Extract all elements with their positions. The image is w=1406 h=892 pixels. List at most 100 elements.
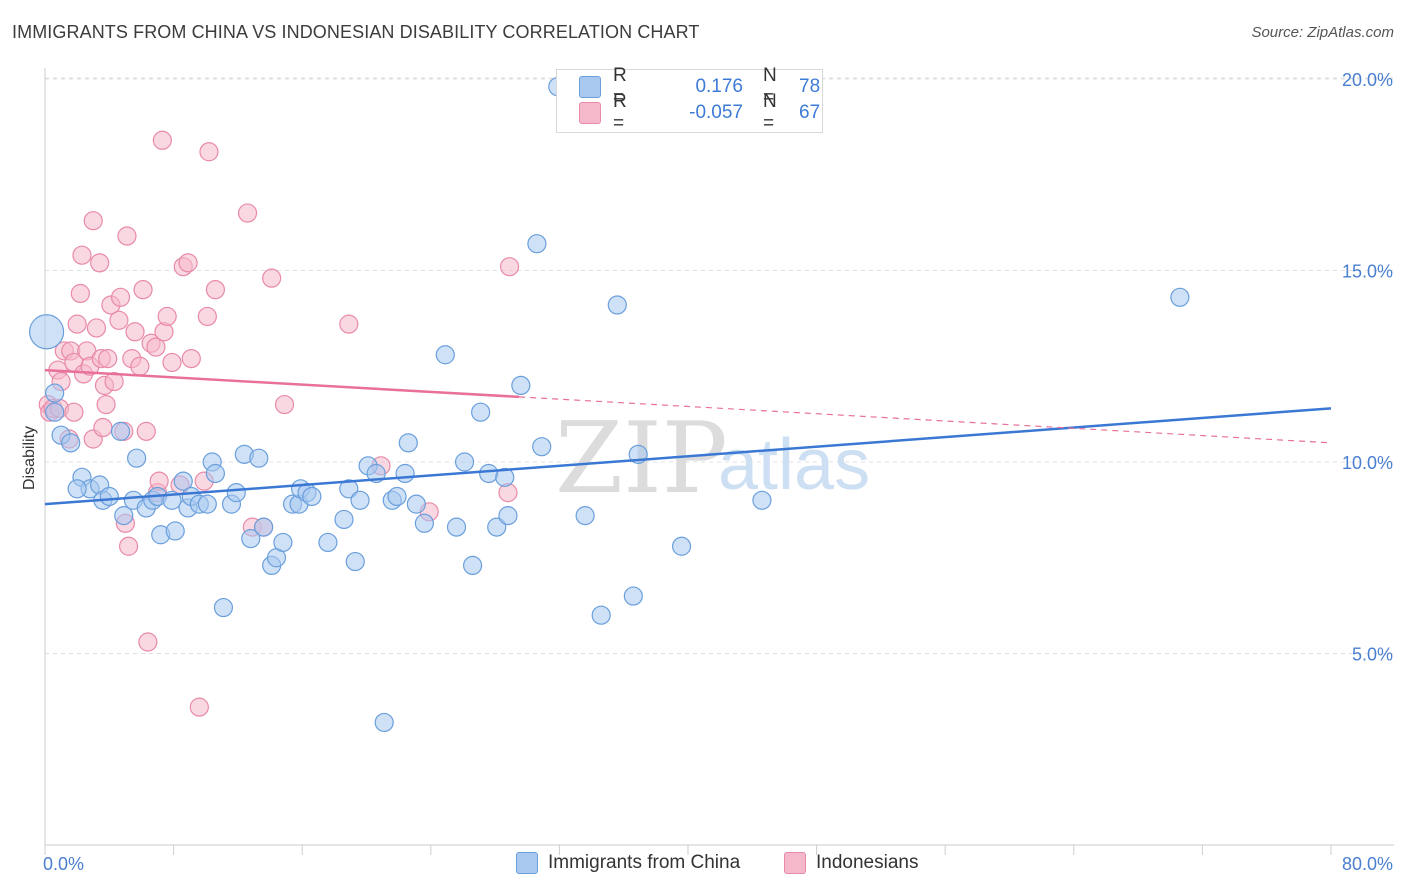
indonesians-point [67,314,87,334]
indonesians-point [110,287,131,307]
legend-r-label: R = [613,91,627,134]
legend-item-indonesians[interactable]: Indonesians [784,852,918,874]
china-point [752,490,772,510]
y-tick-label: 10.0% [1342,453,1393,473]
indonesians-point [237,203,258,223]
indonesians-point [205,280,225,300]
china-point [45,383,65,403]
y-tick-label: 5.0% [1352,645,1393,665]
indonesians-point [181,348,201,369]
china-point [302,486,322,507]
china-point [318,532,338,553]
indonesians-point [262,268,282,288]
indonesians-point [339,314,359,334]
china-points [29,77,1190,733]
china-point [213,597,234,618]
indonesians-point [93,417,113,438]
china-point [527,234,547,254]
chart-source: Source: ZipAtlas.com [1251,24,1394,41]
legend-n-value: 78 [799,76,821,97]
china-point [273,532,293,553]
indonesians-point [189,697,209,717]
china-point [607,295,627,315]
china-point [414,513,434,533]
legend-n-label: N = [763,65,777,108]
china-point [623,586,643,606]
china-point [591,605,611,625]
watermark: ZIP atlas [555,402,870,516]
china-point [67,479,87,499]
china-trend-line [44,407,1332,506]
china-point [334,509,354,530]
indonesians-point [98,348,118,369]
china-point [61,433,81,453]
legend-n-value: 67 [799,102,821,123]
legend-swatch-pink [784,852,806,874]
watermark-atlas: atlas [718,425,870,505]
china-point [454,452,475,472]
china-point [471,402,491,422]
china-point [197,494,217,514]
indonesians-point [86,318,107,338]
indonesians-point [152,130,172,150]
china-point [29,314,65,350]
indonesians-point [83,211,103,231]
trend-layer [44,368,1332,506]
china-point [205,463,225,484]
indonesians-point [125,322,145,342]
indonesians-point [70,283,90,304]
indonesians-point [178,253,198,273]
china-point [350,490,370,510]
x-tick-label-min: 0.0% [43,854,84,874]
china-point [462,555,483,576]
y-tick-label: 15.0% [1342,262,1393,282]
legend-r-label: R = [613,65,627,108]
china-point [435,345,455,365]
china-point [1170,287,1190,307]
china-point [127,448,147,468]
china-point [395,463,415,484]
indonesians-point [117,226,137,246]
legend-item-china[interactable]: Immigrants from China [516,852,740,874]
indonesians-point [162,352,182,373]
china-point [339,479,359,499]
legend-swatch-blue [516,852,538,874]
china-point [495,467,515,487]
indonesians-point [72,245,92,265]
legend-label-china: Immigrants from China [548,852,741,873]
china-point [110,421,131,441]
legend-r-value: 0.176 [695,76,743,97]
indonesians-points [38,130,520,717]
grid-layer [45,77,1394,654]
chart-title: IMMIGRANTS FROM CHINA VS INDONESIAN DISA… [12,22,700,42]
legend-label-indonesians: Indonesians [816,852,919,873]
indonesians-point [133,280,153,300]
china-point [498,506,518,526]
china-point [487,517,507,537]
china-point [99,486,119,507]
legend-swatch-blue [579,76,601,98]
y-tick-label: 20.0% [1342,70,1393,90]
china-point [479,463,499,484]
china-point [173,471,193,491]
china-point [345,551,365,572]
china-point [165,521,185,541]
indonesians-point [130,356,150,376]
indonesians-point [157,306,177,327]
indonesians-point [499,257,520,277]
china-point [511,375,531,395]
indonesians-point [118,536,139,556]
indonesians-point [136,421,156,441]
x-tick-label-max: 80.0% [1342,854,1393,874]
legend-n-label: N = [763,91,777,134]
china-point [226,483,246,503]
axis-layer: 5.0% 10.0% 15.0% 20.0% 0.0% 80.0% [43,68,1394,874]
indonesians-point [104,371,124,392]
indonesians-point [199,142,219,162]
china-point [532,437,552,457]
legend-r-value: -0.057 [689,102,743,123]
china-point [249,448,269,468]
china-point [671,536,692,556]
china-point [241,528,261,549]
china-point [254,517,274,537]
